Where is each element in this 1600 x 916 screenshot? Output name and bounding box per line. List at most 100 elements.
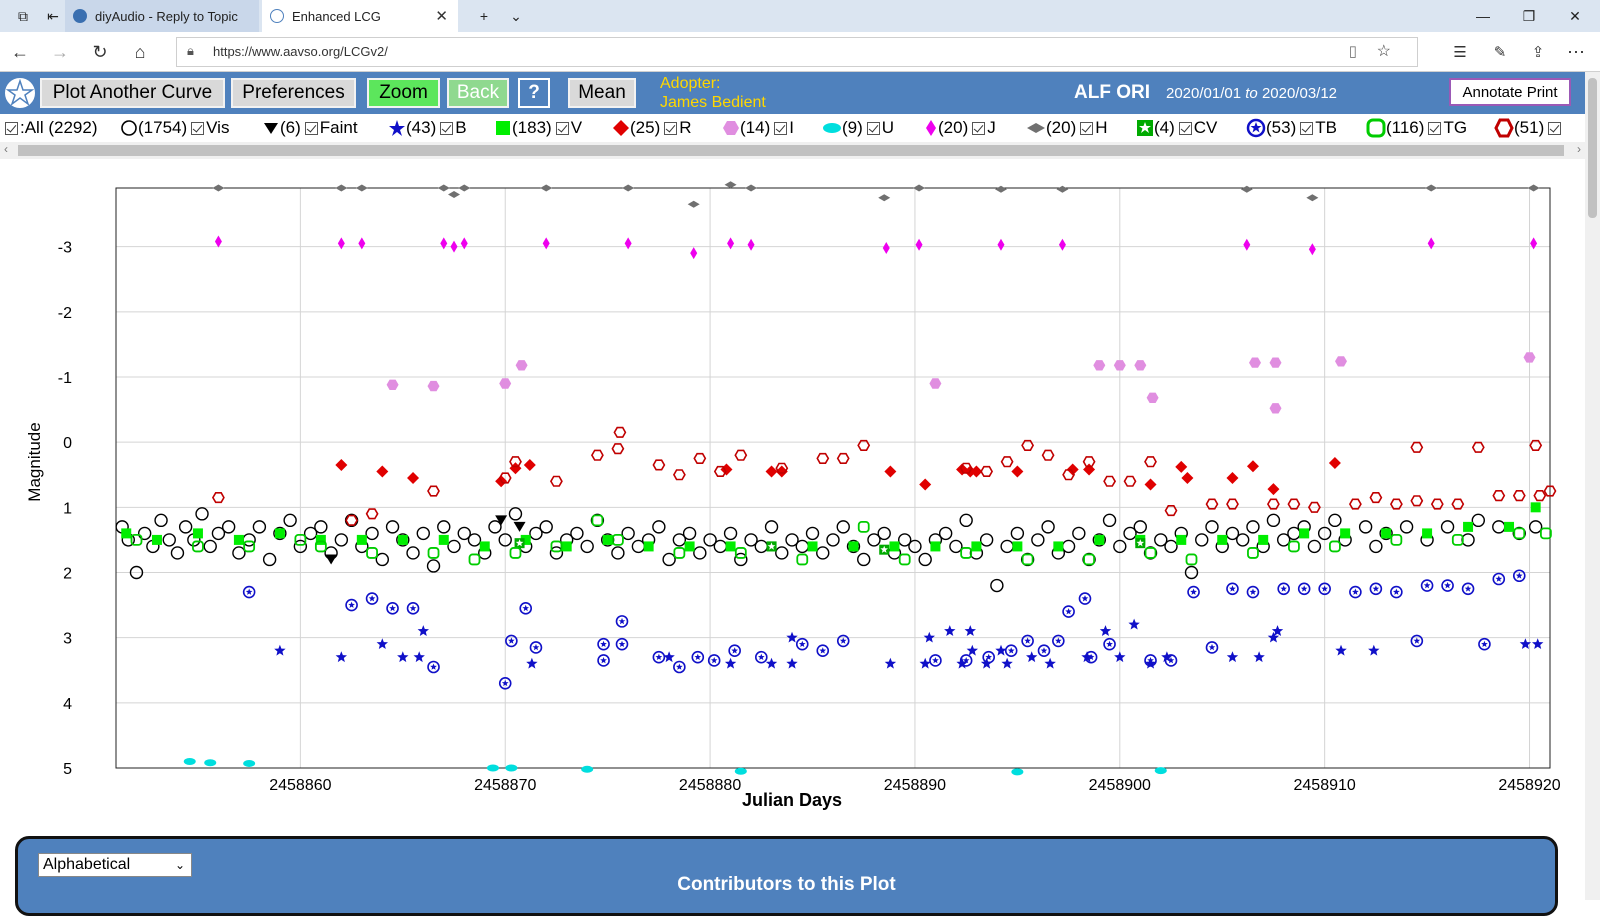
data-point (505, 764, 518, 772)
horizontal-scroll-thumb[interactable] (18, 145, 1564, 156)
preferences-button[interactable]: Preferences (231, 78, 356, 108)
checkbox-icon[interactable] (5, 121, 18, 135)
zoom-button[interactable]: Zoom (367, 78, 440, 108)
data-point (754, 650, 768, 664)
checkbox-icon[interactable] (866, 121, 880, 135)
data-point (959, 462, 973, 474)
checkbox-icon[interactable] (774, 121, 788, 135)
data-point (1058, 238, 1066, 251)
vertical-scrollbar[interactable] (1585, 72, 1600, 900)
data-point (1164, 539, 1178, 554)
checkbox-icon[interactable] (1080, 121, 1094, 135)
vertical-scroll-thumb[interactable] (1588, 78, 1597, 218)
tab-enhanced-lcg[interactable]: Enhanced LCG ✕ (262, 0, 458, 32)
legend-u[interactable]: (9) U (822, 118, 894, 138)
light-curve-plot[interactable]: 2458860 2458870 2458880 2458890 2458900 24589… (0, 162, 1585, 822)
checkbox-icon[interactable] (1178, 121, 1192, 135)
checkbox-icon[interactable] (664, 121, 678, 135)
data-point (836, 634, 850, 648)
legend-j[interactable]: (20) J (924, 118, 996, 138)
legend-vis[interactable]: (1754) Vis (120, 118, 229, 138)
legend-cv[interactable]: (4) CV (1136, 118, 1217, 138)
checkbox-icon[interactable] (1300, 121, 1314, 135)
restore-icon[interactable]: ❐ (1522, 7, 1536, 24)
checkbox-icon[interactable] (304, 121, 318, 135)
data-point (325, 554, 338, 565)
checkbox-icon[interactable] (972, 121, 986, 135)
data-point (427, 380, 440, 392)
close-window-icon[interactable]: ✕ (1569, 7, 1581, 24)
mean-button[interactable]: Mean (568, 78, 636, 108)
data-point (1246, 520, 1260, 534)
data-point (643, 541, 654, 552)
scroll-right-icon[interactable]: › (1577, 142, 1581, 156)
pen-icon[interactable]: ✎ (1493, 44, 1507, 61)
data-point (1021, 439, 1035, 452)
data-point (1410, 495, 1424, 507)
data-point (1011, 465, 1024, 478)
back-button[interactable]: Back (447, 78, 509, 108)
data-point (1184, 565, 1199, 580)
data-point (448, 191, 461, 199)
data-point (162, 533, 176, 547)
annotate-print-button[interactable]: Annotate Print (1449, 78, 1571, 106)
data-point (1133, 520, 1147, 534)
data-point (1430, 498, 1444, 510)
down-triangle-icon (264, 123, 278, 134)
data-point (520, 534, 531, 545)
data-point (1329, 540, 1341, 553)
legend-v[interactable]: (183) V (494, 118, 582, 138)
favorites-list-icon[interactable]: ☰ (1453, 44, 1467, 61)
legend-all[interactable]: :All (2292) (5, 118, 97, 138)
checkbox-icon[interactable] (191, 121, 205, 135)
set-aside-tabs-icon[interactable]: ⇤ (47, 7, 59, 24)
data-point (785, 533, 799, 547)
new-tab-icon[interactable]: + (479, 8, 489, 24)
tab-actions-icon[interactable]: ⧉ (18, 7, 28, 24)
checkbox-icon[interactable] (440, 121, 454, 135)
scroll-left-icon[interactable]: ‹ (4, 142, 8, 156)
reading-view-icon[interactable]: ▯ (1348, 43, 1357, 60)
help-button[interactable]: ? (518, 78, 550, 108)
data-point (979, 533, 994, 547)
back-arrow-icon[interactable]: ← (11, 41, 29, 62)
home-icon[interactable]: ⌂ (134, 41, 146, 62)
checkbox-icon[interactable] (1428, 121, 1442, 135)
data-point (1461, 582, 1475, 596)
data-point (597, 654, 610, 667)
plot-another-curve-button[interactable]: Plot Another Curve (40, 78, 225, 108)
horizontal-scrollbar[interactable]: ‹ › (0, 142, 1585, 159)
data-point (1492, 572, 1506, 586)
forward-arrow-icon[interactable]: → (51, 41, 69, 62)
refresh-icon[interactable]: ↻ (92, 41, 108, 62)
data-point (723, 526, 738, 541)
tab-list-chevron-icon[interactable]: ⌄ (510, 7, 522, 24)
checkbox-icon[interactable] (1548, 121, 1562, 135)
legend-h[interactable]: (20) H (1026, 118, 1108, 138)
share-icon[interactable]: ⇪ (1531, 44, 1545, 61)
legend-red-ring[interactable]: (51) (1494, 118, 1563, 138)
favorite-star-icon[interactable]: ☆ (1376, 43, 1391, 60)
legend-tb[interactable]: (53) TB (1246, 118, 1337, 138)
legend-i[interactable]: (14) I (722, 118, 794, 138)
data-points (115, 181, 1557, 776)
data-point (944, 625, 956, 636)
legend-r[interactable]: (25) R (612, 118, 692, 138)
data-point (1390, 585, 1403, 599)
minimize-icon[interactable]: — (1476, 8, 1490, 24)
checkbox-icon[interactable] (555, 121, 569, 135)
adopter-info: Adopter: James Bedient (660, 74, 766, 112)
data-point (997, 238, 1005, 251)
legend-tg[interactable]: (116) TG (1366, 118, 1467, 138)
data-point (959, 654, 973, 667)
more-menu-icon[interactable]: ⋯ (1567, 41, 1585, 62)
close-tab-icon[interactable]: ✕ (435, 8, 448, 25)
tab-diyaudio[interactable]: diyAudio - Reply to Topic (65, 0, 259, 32)
legend-b[interactable]: (43) B (388, 118, 467, 138)
sort-select[interactable]: Alphabetical ⌄ (38, 853, 192, 877)
data-point (1092, 533, 1107, 547)
data-point (826, 533, 840, 547)
data-point (1287, 498, 1301, 510)
legend-faint[interactable]: (6) Faint (262, 118, 358, 138)
url-field[interactable]: 🔒︎ https://www.aavso.org/LCGv2/ ▯ ☆ (176, 37, 1418, 67)
